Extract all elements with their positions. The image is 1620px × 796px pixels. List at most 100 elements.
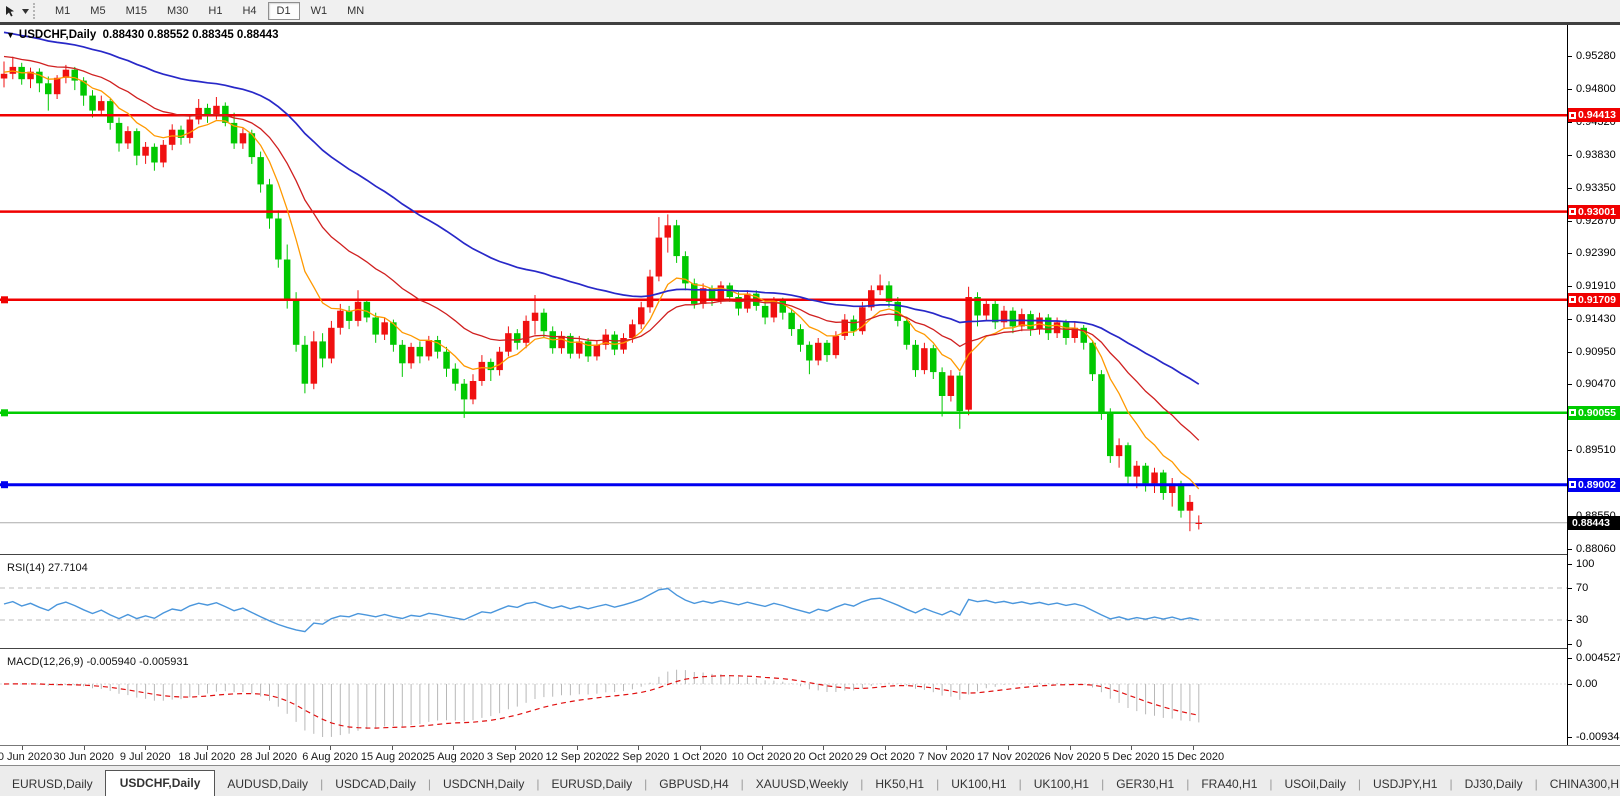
rsi-tick-label: 70 bbox=[1576, 582, 1589, 594]
tab-separator: | bbox=[320, 777, 324, 791]
macd-tick-label: -0.009348 bbox=[1576, 731, 1620, 743]
price-tick-label: 0.89510 bbox=[1576, 444, 1616, 456]
date-tick-mark bbox=[576, 746, 578, 750]
chart-tab-DJ30-Daily[interactable]: DJ30,Daily bbox=[1464, 777, 1523, 791]
chart-tab-bar: EURUSD,Daily USDCHF,Daily AUDUSD,Daily | USD… bbox=[0, 765, 1620, 796]
date-tick-mark bbox=[453, 746, 455, 750]
date-tick-mark bbox=[268, 746, 270, 750]
axis-tick-mark bbox=[1568, 253, 1572, 255]
tab-separator: | bbox=[740, 777, 744, 791]
tab-separator: | bbox=[1018, 777, 1022, 791]
rsi-tick-label: 0 bbox=[1576, 638, 1583, 650]
chart-tab-EURUSD-Daily[interactable]: EURUSD,Daily bbox=[12, 777, 93, 791]
axis-tick-mark bbox=[1568, 155, 1572, 156]
date-tick-label: 30 Jun 2020 bbox=[53, 751, 114, 763]
date-tick-label: 5 Dec 2020 bbox=[1103, 751, 1160, 763]
price-tick-label: 0.91430 bbox=[1576, 312, 1616, 325]
collapse-triangle-icon[interactable]: ▼ bbox=[6, 30, 15, 40]
axis-tick-mark bbox=[1568, 450, 1572, 451]
tab-separator: | bbox=[536, 777, 540, 791]
chart-tab-FRA40-H1[interactable]: FRA40,H1 bbox=[1201, 777, 1258, 791]
chart-tab-AUDUSD-Daily[interactable]: AUDUSD,Daily bbox=[227, 777, 309, 791]
chart-tab-GBPUSD-H4[interactable]: GBPUSD,H4 bbox=[659, 777, 729, 791]
timeframe-button-H1[interactable]: H1 bbox=[208, 5, 223, 17]
date-tick-mark bbox=[1131, 746, 1133, 750]
tab-separator: | bbox=[860, 777, 864, 791]
date-tick-label: 15 Aug 2020 bbox=[360, 751, 423, 763]
macd-label: MACD(12,26,9) -0.005940 -0.005931 bbox=[7, 656, 189, 668]
axis-tick-mark bbox=[1568, 564, 1572, 565]
date-tick-mark bbox=[761, 746, 763, 750]
axis-tick-mark bbox=[1568, 286, 1572, 288]
chart-tab-USDCAD-Daily[interactable]: USDCAD,Daily bbox=[335, 777, 416, 791]
timeframe-button-M1[interactable]: M1 bbox=[55, 5, 71, 17]
chart-tab-EURUSD-Daily[interactable]: EURUSD,Daily bbox=[551, 777, 633, 791]
tab-separator: | bbox=[1186, 777, 1190, 791]
price-tick-label: 0.93830 bbox=[1576, 149, 1616, 161]
date-tick-mark bbox=[83, 746, 85, 750]
chart-tool-icon[interactable] bbox=[0, 2, 20, 20]
date-tick-mark bbox=[145, 746, 147, 750]
main-chart-canvas[interactable] bbox=[0, 25, 1567, 554]
date-tick-mark bbox=[946, 746, 948, 750]
tab-separator: | bbox=[936, 777, 940, 791]
timeframe-button-M5[interactable]: M5 bbox=[90, 5, 106, 17]
axis-tick-mark bbox=[1568, 549, 1572, 550]
date-tick-label: 17 Nov 2020 bbox=[976, 751, 1040, 763]
tab-separator: | bbox=[1534, 777, 1538, 791]
chart-tab-UK100-H1[interactable]: UK100,H1 bbox=[951, 777, 1007, 791]
timeframe-button-M15[interactable]: M15 bbox=[125, 5, 147, 17]
timeframe-button-MN[interactable]: MN bbox=[347, 5, 365, 17]
chart-tab-GER30-H1[interactable]: GER30,H1 bbox=[1116, 777, 1175, 791]
date-tick-mark bbox=[515, 746, 517, 750]
date-tick-label: 28 Jul 2020 bbox=[240, 751, 297, 763]
tool-dropdown-caret-icon[interactable] bbox=[20, 2, 30, 20]
macd-canvas[interactable] bbox=[0, 651, 1567, 745]
bid-price-badge: 0.88443 bbox=[1568, 515, 1620, 530]
price-tick-label: 0.91910 bbox=[1576, 280, 1616, 293]
timeframe-button-D1[interactable]: D1 bbox=[267, 2, 300, 20]
tab-separator: | bbox=[1269, 777, 1273, 791]
chart-tab-CHINA300-H1[interactable]: CHINA300,H1 bbox=[1549, 777, 1620, 791]
price-tick-label: 0.94800 bbox=[1576, 82, 1616, 95]
axis-tick-mark bbox=[1568, 88, 1572, 90]
price-tick-label: 0.92390 bbox=[1576, 247, 1616, 260]
level-badge-0.89002: 0.89002 bbox=[1568, 477, 1620, 492]
timeframe-button-W1[interactable]: W1 bbox=[310, 5, 328, 17]
rsi-label: RSI(14) 27.7104 bbox=[7, 562, 88, 574]
date-tick-label: 9 Jul 2020 bbox=[119, 751, 171, 763]
chart-tab-XAUUSD-Weekly[interactable]: XAUUSD,Weekly bbox=[755, 777, 849, 791]
level-badge-0.93001: 0.93001 bbox=[1568, 204, 1620, 219]
date-tick-mark bbox=[206, 746, 208, 750]
axis-tick-mark bbox=[1568, 737, 1572, 738]
price-tick-label: 0.93350 bbox=[1576, 181, 1616, 194]
chart-symbol-title: ▼ USDCHF,Daily 0.88430 0.88552 0.88345 0.… bbox=[6, 29, 279, 41]
chart-toolbar: M1 M5 M15 M30 H1 H4 D1 W1 MN bbox=[0, 0, 1620, 23]
macd-tick-label: 0.00 bbox=[1576, 678, 1598, 690]
chart-tab-HK50-H1[interactable]: HK50,H1 bbox=[875, 777, 925, 791]
price-tick-label: 0.90470 bbox=[1576, 378, 1616, 391]
axis-tick-mark bbox=[1568, 220, 1572, 222]
date-tick-mark bbox=[1192, 746, 1194, 750]
chart-tab-USOil-Daily[interactable]: USOil,Daily bbox=[1284, 777, 1346, 791]
chart-tab-UK100-H1[interactable]: UK100,H1 bbox=[1033, 777, 1090, 791]
chart-tab-USDCHF-Daily[interactable]: USDCHF,Daily bbox=[104, 770, 216, 796]
rsi-canvas[interactable] bbox=[0, 557, 1567, 648]
timeframe-button-M30[interactable]: M30 bbox=[166, 5, 189, 17]
date-tick-label: 10 Oct 2020 bbox=[731, 751, 792, 763]
date-tick-mark bbox=[823, 746, 825, 750]
price-axis: 0.952800.948000.943200.938300.933500.928… bbox=[1567, 25, 1620, 745]
timeframe-button-H4[interactable]: H4 bbox=[242, 5, 257, 17]
toolbar-grip[interactable] bbox=[33, 3, 42, 19]
chart-tab-USDCNH-Daily[interactable]: USDCNH,Daily bbox=[443, 777, 525, 791]
level-badge-0.91709: 0.91709 bbox=[1568, 292, 1620, 307]
date-tick-label: 7 Nov 2020 bbox=[918, 751, 975, 763]
axis-tick-mark bbox=[1568, 684, 1572, 685]
chart-tab-USDJPY-H1[interactable]: USDJPY,H1 bbox=[1372, 777, 1438, 791]
date-tick-label: 20 Oct 2020 bbox=[793, 751, 854, 763]
date-tick-mark bbox=[330, 746, 332, 750]
axis-tick-mark bbox=[1568, 384, 1572, 386]
axis-tick-mark bbox=[1568, 187, 1572, 189]
axis-tick-mark bbox=[1568, 620, 1572, 621]
